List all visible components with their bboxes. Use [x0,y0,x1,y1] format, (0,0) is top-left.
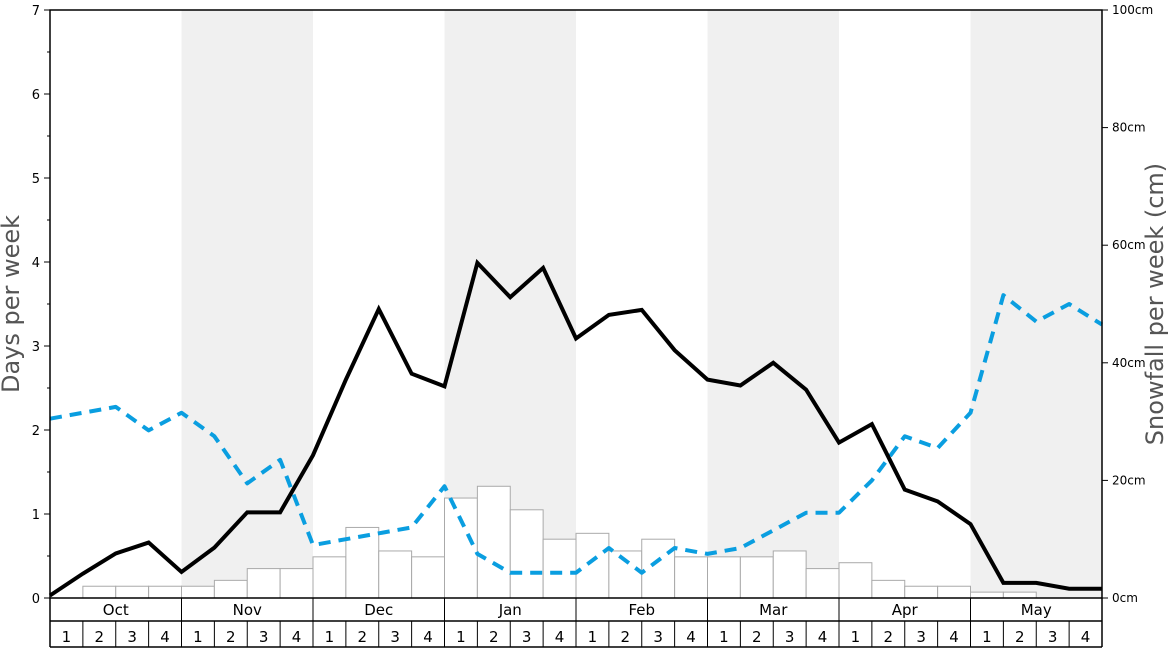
month-band [970,10,1102,598]
snowfall-bar [115,585,150,599]
right-tick-label: 0cm [1112,591,1138,605]
month-label: Apr [892,601,919,619]
right-tick-label: 80cm [1112,121,1146,135]
week-label: 2 [621,628,631,646]
snowfall-bar [444,497,478,599]
left-tick-label: 1 [32,508,40,523]
week-label: 3 [653,628,663,646]
month-label: Oct [103,601,129,619]
snowfall-bar [575,532,610,599]
snowfall-bar [707,556,741,599]
snowfall-bar [82,585,117,599]
left-tick-label: 4 [32,256,40,271]
snowfall-bar [937,585,971,599]
week-label: 4 [949,628,959,646]
left-axis: 0 1 2 3 4 5 6 7 [32,4,50,607]
week-label: 1 [719,628,729,646]
week-label: 3 [916,628,926,646]
week-label: 3 [1048,628,1058,646]
right-tick-label: 60cm [1112,238,1146,252]
week-label: 2 [489,628,499,646]
month-label: Nov [233,601,262,619]
snowfall-bar [279,568,314,599]
week-label: 2 [358,628,368,646]
week-label: 4 [160,628,170,646]
month-label: Feb [628,601,655,619]
week-label: 4 [686,628,696,646]
month-band [707,10,839,598]
snowfall-bar [542,538,577,599]
snowfall-bar [181,585,215,599]
week-label: 2 [1015,628,1025,646]
month-label: Jan [498,601,522,619]
week-label: 2 [752,628,762,646]
month-band [181,10,313,598]
week-label: 3 [127,628,137,646]
right-tick-label: 40cm [1112,356,1146,370]
snowfall-bar [213,579,248,599]
week-label: 3 [259,628,269,646]
snowfall-bar [246,568,281,599]
month-bands [181,10,1102,598]
week-label: 1 [982,628,992,646]
snowfall-bar [674,556,708,599]
snowfall-bar [509,509,544,599]
left-axis-title: Days per week [0,215,25,393]
week-label: 4 [818,628,828,646]
snowfall-bar [904,585,939,599]
week-label: 1 [851,628,861,646]
week-label: 1 [193,628,203,646]
snowfall-bar [838,562,873,599]
snowfall-bar [871,579,906,599]
left-tick-label: 3 [32,340,40,355]
week-label: 2 [884,628,894,646]
snowfall-bar [378,550,413,599]
snowfall-bar [1002,591,1037,599]
week-label: 1 [588,628,598,646]
right-tick-label: 100cm [1112,3,1153,17]
month-week-axis: Oct 1 2 3 4 Nov 1 2 3 4 Dec 1 2 3 4 Jan 1 2 3 4 Feb 1 2 3 4 Mar 1 2… [49,598,1103,648]
month-label: May [1021,601,1052,619]
week-label: 4 [1081,628,1091,646]
right-tick-label: 20cm [1112,473,1146,487]
snowfall-bars [82,485,1037,599]
week-label: 2 [226,628,236,646]
week-label: 3 [785,628,795,646]
week-label: 4 [555,628,565,646]
snowfall-bar [739,556,774,599]
week-label: 3 [390,628,400,646]
snowfall-bar [805,568,840,599]
snowfall-bar [641,538,676,599]
right-axis: 0cm 20cm 40cm 60cm 80cm 100cm [1102,3,1153,605]
dashed-series-line [49,293,1104,575]
left-tick-label: 0 [32,592,40,607]
days-per-week-line [48,258,1102,598]
snowfall-bar [345,526,380,599]
left-tick-label: 2 [32,424,40,439]
left-tick-label: 5 [32,172,40,187]
month-label: Dec [364,601,393,619]
snowfall-bar [312,556,347,599]
snowfall-bar [148,585,182,599]
snowfall-bar [476,485,511,599]
week-label: 2 [95,628,105,646]
right-axis-title: Snowfall per week (cm) [1141,163,1168,445]
week-label: 4 [292,628,302,646]
week-label: 4 [423,628,433,646]
week-label: 3 [522,628,532,646]
month-label: Mar [759,601,788,619]
left-tick-label: 7 [32,4,40,19]
left-tick-label: 6 [32,88,40,103]
snowfall-bar [772,550,807,599]
series-lines [48,258,1104,598]
snowfall-bar [411,556,445,599]
week-label: 1 [456,628,466,646]
week-label: 1 [325,628,335,646]
week-label: 1 [62,628,72,646]
snowfall-bar [970,591,1004,599]
